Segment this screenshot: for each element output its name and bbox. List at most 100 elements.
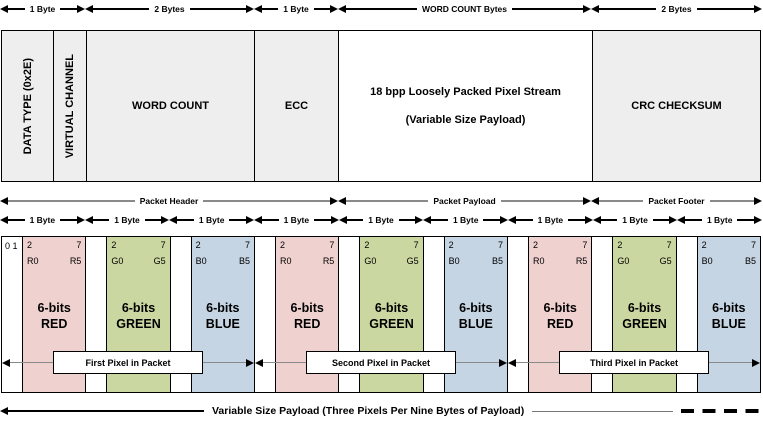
field-crc-checksum-label: CRC CHECKSUM <box>631 100 722 112</box>
field-pixel-stream: 18 bpp Loosely Packed Pixel Stream (Vari… <box>338 31 592 181</box>
arrowhead-left-icon <box>591 5 599 13</box>
pixel-caption-box: Third Pixel in Packet <box>559 351 709 374</box>
bit-index-last: 7 <box>329 240 335 250</box>
signal-first: B0 <box>448 256 460 266</box>
bit-index-first: 2 <box>533 240 539 250</box>
field-virtual-channel: VIRTUAL CHANNEL <box>53 31 86 181</box>
channel-name-label: BLUE <box>711 316 746 331</box>
bit-index-first: 2 <box>111 240 117 250</box>
arrowhead-right-icon <box>246 5 254 13</box>
arrowhead-left-icon <box>592 216 601 224</box>
field-data-type-label: DATA TYPE (0x2E) <box>21 57 34 155</box>
top-size-arrow-row: 1 Byte 2 Bytes 1 Byte WORD COUNT Bytes 2… <box>0 0 762 18</box>
channel-name-label: RED <box>40 316 68 331</box>
arrowhead-right-icon <box>754 5 762 13</box>
bit-index-last: 7 <box>413 240 419 250</box>
packet-field-band: DATA TYPE (0x2E) VIRTUAL CHANNEL WORD CO… <box>1 30 761 182</box>
size-arrow-data-type: 1 Byte <box>0 3 86 14</box>
bit-index-first: 2 <box>195 240 201 250</box>
signal-last: B5 <box>238 256 250 266</box>
arrowhead-right-icon <box>77 5 86 13</box>
byte-arrow: 1 Byte <box>254 216 339 225</box>
arrowhead-left-icon <box>677 216 686 224</box>
arrowhead-right-icon <box>754 197 762 205</box>
signal-first: R0 <box>280 256 292 266</box>
bit-index-last: 7 <box>666 240 672 250</box>
byte-label: 1 Byte <box>114 214 140 225</box>
byte-label: 1 Byte <box>198 214 225 225</box>
bit-index-last: 7 <box>750 240 756 250</box>
bit-index-first: 2 <box>27 240 33 250</box>
byte-arrow: 1 Byte <box>84 214 170 225</box>
size-label: WORD COUNT Bytes <box>422 3 508 14</box>
arrowhead-left-icon <box>2 358 10 367</box>
byte-label: 1 Byte <box>368 214 394 225</box>
bit-index-last: 7 <box>582 240 588 250</box>
signal-first: G0 <box>364 256 377 266</box>
pixel-caption-box: First Pixel in Packet <box>53 351 203 374</box>
channel-size-label: 6-bits <box>37 301 71 315</box>
unused-bits-cell: 0 1 <box>2 237 23 392</box>
arrowhead-left-icon <box>338 197 346 205</box>
field-pixel-stream-line1: 18 bpp Loosely Packed Pixel Stream <box>370 86 561 98</box>
signal-last: R5 <box>575 256 588 266</box>
bit-index-first: 2 <box>701 240 707 250</box>
size-label: 1 Byte <box>29 3 56 14</box>
field-crc-checksum: CRC CHECKSUM <box>592 31 760 181</box>
signal-last: R5 <box>322 256 335 266</box>
channel-name-label: GREEN <box>116 316 161 331</box>
section-arrow-payload: Packet Payload <box>338 197 591 206</box>
arrowhead-right-icon <box>330 5 339 13</box>
byte-label: 1 Byte <box>452 214 479 225</box>
field-pixel-stream-line2: (Variable Size Payload) <box>405 114 526 126</box>
field-data-type: DATA TYPE (0x2E) <box>2 31 53 181</box>
byte-arrow: 1 Byte <box>169 214 255 225</box>
arrowhead-left-icon <box>0 197 8 205</box>
arrowhead-right-icon <box>754 216 763 224</box>
signal-last: G5 <box>659 256 672 266</box>
arrowhead-left-icon <box>338 5 346 13</box>
arrowhead-right-icon <box>246 216 255 224</box>
arrowhead-left-icon <box>169 216 178 224</box>
arrowhead-right-icon <box>752 358 760 367</box>
arrowhead-right-icon <box>499 358 507 367</box>
signal-last: R5 <box>69 256 82 266</box>
channel-size-label: 6-bits <box>712 301 746 315</box>
field-word-count: WORD COUNT <box>86 31 254 181</box>
byte-label: 1 Byte <box>29 214 56 225</box>
channel-name-label: GREEN <box>369 316 414 331</box>
arrowhead-right-icon <box>415 216 424 224</box>
channel-size-label: 6-bits <box>627 301 662 315</box>
unused-bits-label: 0 1 <box>5 241 18 251</box>
arrowhead-left-icon <box>84 216 93 224</box>
channel-size-label: 6-bits <box>459 301 493 315</box>
continuation-dashes-icon <box>681 409 763 413</box>
size-label: 2 Bytes <box>661 3 692 14</box>
signal-first: G0 <box>617 256 630 266</box>
byte-label: 1 Byte <box>283 214 310 225</box>
bit-index-first: 2 <box>364 240 370 250</box>
signal-first: B0 <box>701 256 713 266</box>
signal-last: B5 <box>491 256 503 266</box>
arrowhead-right-icon <box>330 197 338 205</box>
channel-name-label: RED <box>546 316 574 331</box>
size-label: 2 Bytes <box>154 3 185 14</box>
channel-size-label: 6-bits <box>374 301 409 315</box>
arrowhead-right-icon <box>330 216 339 224</box>
section-arrow-header: Packet Header <box>0 197 338 206</box>
bit-index-first: 2 <box>617 240 623 250</box>
arrowhead-right-icon <box>583 197 591 205</box>
arrowhead-right-icon <box>76 216 85 224</box>
byte-arrow-row: 1 Byte 1 Byte 1 Byte 1 Byte 1 Byte 1 Byt… <box>0 213 763 227</box>
size-arrow-payload: WORD COUNT Bytes <box>338 3 592 14</box>
arrowhead-right-icon <box>246 358 254 367</box>
field-virtual-channel-label: VIRTUAL CHANNEL <box>64 53 76 159</box>
byte-arrow: 1 Byte <box>508 216 593 225</box>
arrowhead-left-icon <box>591 197 599 205</box>
pixel-caption-box: Second Pixel in Packet <box>306 351 456 374</box>
bit-index-first: 2 <box>448 240 454 250</box>
footer-label: Variable Size Payload (Three Pixels Per … <box>212 405 525 417</box>
arrowhead-right-icon <box>161 216 170 224</box>
